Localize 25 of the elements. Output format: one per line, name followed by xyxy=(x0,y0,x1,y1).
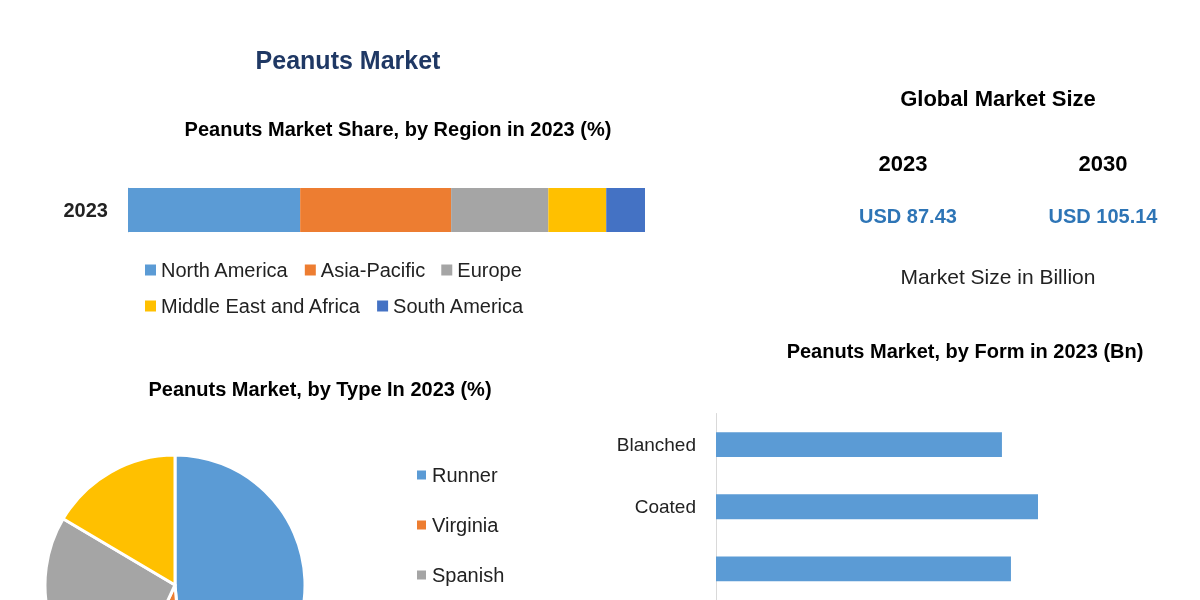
chart-title: Peanuts Market, by Form in 2023 (Bn) xyxy=(786,340,1144,362)
chart-title: Peanuts Market, by Type In 2023 (%) xyxy=(148,378,492,400)
legend-label: Europe xyxy=(457,259,522,281)
text: Market Size in Billion xyxy=(900,264,1096,288)
text: Global Market Size xyxy=(900,85,1096,111)
bar xyxy=(548,188,607,232)
y-tick-label: Blanched xyxy=(616,434,696,456)
legend-label: Middle East and Africa xyxy=(161,295,361,317)
legend-label: Virginia xyxy=(432,514,500,536)
text: 2030 xyxy=(1078,150,1128,176)
text: 2023 xyxy=(878,150,928,176)
text: USD 105.14 xyxy=(1048,205,1159,227)
text: USD 87.43 xyxy=(859,205,957,227)
legend-label: Asia-Pacific xyxy=(320,259,426,281)
chart-title: Peanuts Market xyxy=(255,45,442,74)
chart-subtitle: Peanuts Market Share, by Region in 2023 (%) xyxy=(184,118,612,140)
legend-label: North America xyxy=(161,259,289,281)
bar xyxy=(606,188,645,232)
legend-label: South America xyxy=(393,295,525,317)
bar xyxy=(300,188,452,232)
legend-label: Runner xyxy=(432,464,498,486)
y-tick-label: Coated xyxy=(634,496,696,518)
legend-label: Spanish xyxy=(432,564,505,586)
bar xyxy=(128,188,301,232)
bar xyxy=(451,188,549,232)
